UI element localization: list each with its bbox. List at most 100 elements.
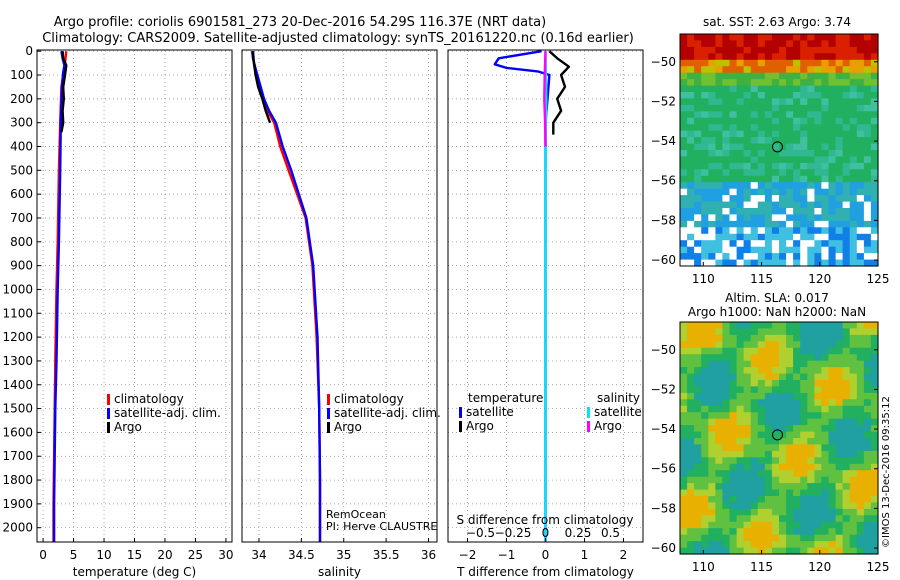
map-cell	[708, 162, 716, 170]
y-tick-label: −56	[651, 174, 676, 188]
map-cell	[743, 195, 752, 203]
map-cell	[736, 214, 745, 222]
map-cell	[863, 40, 872, 48]
map-cell	[715, 162, 724, 170]
map-cell	[729, 425, 738, 433]
map-cell	[814, 496, 823, 503]
map-cell	[870, 85, 879, 93]
map-cell	[870, 489, 879, 497]
map-cell	[771, 354, 780, 362]
map-cell	[736, 457, 745, 465]
map-cell	[786, 66, 794, 74]
map-cell	[779, 117, 787, 125]
map-cell	[779, 392, 787, 400]
map-cell	[863, 92, 872, 99]
map-cell	[842, 521, 851, 529]
map-cell	[708, 104, 716, 112]
map-cell	[687, 541, 695, 549]
map-cell	[856, 450, 865, 458]
map-cell	[821, 34, 830, 41]
map-cell	[736, 66, 745, 74]
map-cell	[842, 130, 851, 138]
map-cell	[715, 220, 724, 228]
map-cell	[715, 124, 724, 132]
map-cell	[715, 214, 724, 222]
map-cell	[757, 104, 766, 112]
map-cell	[736, 341, 745, 349]
map-cell	[736, 130, 745, 138]
map-cell	[771, 496, 780, 503]
map-cell	[701, 79, 709, 87]
map-cell	[793, 508, 801, 516]
map-cell	[736, 502, 745, 510]
map-cell	[786, 214, 794, 222]
map-cell	[779, 53, 787, 61]
map-cell	[814, 137, 823, 145]
map-cell	[736, 470, 745, 478]
map-cell	[807, 46, 815, 54]
map-cell	[814, 130, 823, 138]
map-cell	[771, 143, 780, 151]
map-cell	[835, 489, 844, 497]
map-cell	[835, 405, 844, 413]
y-tick-label: 300	[10, 116, 33, 130]
remocean-credit: RemOcean	[326, 508, 386, 521]
map-cell	[722, 328, 731, 336]
map-cell	[764, 195, 773, 203]
map-cell	[729, 483, 738, 491]
map-cell	[814, 104, 823, 112]
map-cell	[715, 496, 724, 503]
map-cell	[715, 169, 724, 177]
map-cell	[736, 175, 745, 183]
map-cell	[680, 541, 688, 549]
map-cell	[764, 418, 773, 426]
series-line-satellite-adj-clim-	[251, 51, 322, 542]
map-cell	[680, 124, 688, 132]
map-cell	[764, 156, 773, 164]
map-cell	[680, 347, 688, 355]
map-cell	[701, 214, 709, 222]
map-cell	[863, 59, 872, 67]
map-cell	[842, 233, 851, 241]
map-cell	[736, 92, 745, 99]
map-cell	[828, 521, 837, 529]
map-cell	[779, 347, 787, 355]
map-cell	[786, 392, 794, 400]
map-cell	[821, 502, 830, 510]
map-cell	[842, 124, 851, 132]
map-cell	[694, 347, 702, 355]
map-cell	[687, 386, 695, 394]
map-cell	[715, 46, 724, 54]
map-cell	[821, 162, 830, 170]
map-cell	[771, 169, 780, 177]
map-cell	[828, 79, 837, 87]
x-tick-label: 20	[157, 548, 172, 562]
legend-swatch	[587, 407, 590, 418]
map-cell	[828, 463, 837, 471]
map-cell	[680, 444, 688, 452]
map-cell	[687, 240, 695, 248]
map-cell	[736, 405, 745, 413]
map-cell	[842, 66, 851, 74]
map-cell	[729, 72, 738, 80]
map-cell	[800, 59, 808, 67]
map-cell	[807, 470, 815, 478]
map-cell	[793, 259, 801, 267]
map-cell	[835, 169, 844, 177]
map-cell	[849, 341, 858, 349]
map-cell	[701, 547, 709, 555]
map-cell	[694, 98, 702, 106]
map-cell	[849, 438, 858, 445]
map-cell	[807, 412, 815, 420]
map-cell	[722, 528, 731, 536]
map-cell	[779, 253, 787, 261]
map-cell	[757, 534, 766, 542]
map-cell	[722, 59, 731, 67]
map-cell	[870, 373, 879, 381]
map-cell	[870, 334, 879, 342]
map-cell	[701, 322, 709, 329]
map-cell	[786, 233, 794, 241]
map-cell	[863, 104, 872, 112]
map-cell	[842, 195, 851, 203]
map-cell	[708, 240, 716, 248]
